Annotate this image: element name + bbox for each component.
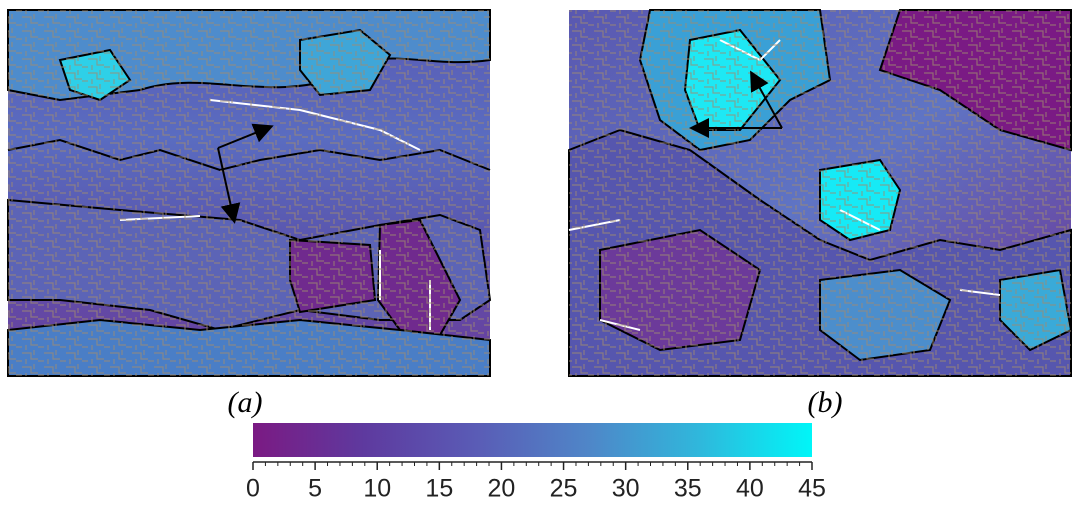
tick-label: 45	[798, 475, 826, 503]
tick-label: 25	[550, 475, 578, 503]
map-a	[8, 10, 490, 376]
panel-label: (a)	[228, 386, 263, 419]
tick-label: 15	[425, 475, 453, 503]
colorbar-fill	[253, 423, 812, 457]
tick-label: 10	[363, 475, 391, 503]
figure: (a) (b) 0 5 10 15 20 25 30 35 40 45	[0, 0, 1073, 506]
tick-label: 5	[308, 475, 322, 503]
panel-label: (b)	[808, 386, 843, 419]
tick-label: 20	[488, 475, 516, 503]
tick-label: 30	[612, 475, 640, 503]
colorbar: 0 5 10 15 20 25 30 35 40 45	[246, 423, 826, 503]
tick-label: 0	[246, 475, 260, 503]
tick-label: 40	[736, 475, 764, 503]
map-b	[569, 10, 1071, 376]
tick-label: 35	[674, 475, 702, 503]
